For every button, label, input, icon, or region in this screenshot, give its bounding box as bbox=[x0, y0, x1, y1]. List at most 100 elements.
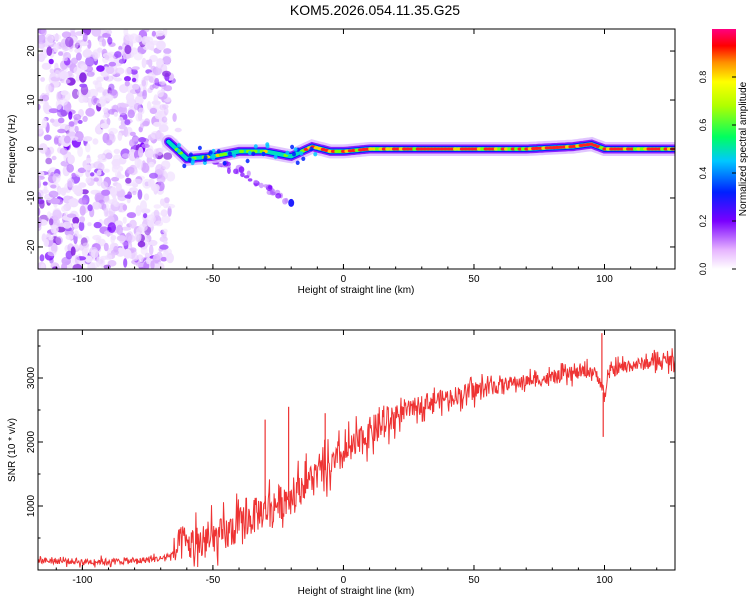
line-core bbox=[514, 147, 519, 151]
noise-blob bbox=[101, 189, 111, 196]
branch-blob bbox=[247, 178, 253, 182]
noise-blob bbox=[90, 249, 99, 259]
noise-blob bbox=[162, 228, 168, 234]
noise-blob bbox=[125, 177, 132, 184]
noise-blob bbox=[94, 80, 103, 91]
noise-blob bbox=[68, 121, 75, 127]
line-core bbox=[456, 147, 462, 151]
transition-blob bbox=[203, 155, 208, 160]
line-core bbox=[422, 147, 428, 151]
noise-blob bbox=[53, 43, 59, 53]
line-core bbox=[487, 147, 492, 151]
noise-blob bbox=[44, 33, 54, 45]
noise-blob bbox=[116, 235, 126, 242]
noise-blob bbox=[161, 215, 171, 224]
transition-blob bbox=[290, 144, 295, 150]
noise-blob bbox=[102, 114, 108, 119]
noise-blob bbox=[102, 107, 108, 113]
noise-blob bbox=[112, 193, 117, 199]
noise-blob bbox=[68, 136, 79, 141]
transition-blob bbox=[216, 149, 221, 154]
transition-blob bbox=[176, 143, 181, 148]
branch-blob bbox=[253, 179, 259, 184]
transition-blob bbox=[247, 150, 252, 156]
spec-xtick-label: -50 bbox=[206, 274, 221, 285]
snr-ytick-label: 3000 bbox=[26, 366, 37, 389]
noise-blob bbox=[52, 173, 61, 184]
noise-blob bbox=[38, 125, 44, 134]
noise-blob bbox=[149, 172, 158, 179]
noise-blob bbox=[122, 241, 129, 246]
line-core bbox=[392, 147, 397, 151]
noise-blob bbox=[143, 29, 150, 33]
noise-blob bbox=[132, 83, 140, 90]
noise-blob bbox=[161, 116, 168, 123]
noise-blob bbox=[50, 224, 59, 234]
noise-blob bbox=[38, 103, 41, 111]
noise-blob bbox=[122, 216, 127, 224]
snr-xlabel: Height of straight line (km) bbox=[298, 586, 415, 597]
line-core bbox=[548, 146, 553, 150]
noise-blob bbox=[87, 39, 92, 49]
noise-blob bbox=[77, 146, 83, 158]
noise-blob bbox=[50, 118, 55, 123]
branch-blob bbox=[233, 168, 239, 175]
noise-blob bbox=[105, 254, 113, 261]
noise-blob bbox=[129, 47, 138, 55]
line-core bbox=[490, 147, 496, 151]
spectrogram-content bbox=[38, 29, 675, 269]
line-core bbox=[626, 147, 631, 151]
noise-blob bbox=[141, 57, 147, 69]
noise-blob bbox=[48, 235, 54, 241]
noise-blob bbox=[162, 70, 171, 77]
noise-blob bbox=[155, 147, 164, 156]
noise-blob bbox=[40, 77, 45, 82]
branch-blob bbox=[258, 182, 264, 189]
branch-tip bbox=[288, 198, 295, 207]
spectrogram-ylabel: Frequency (Hz) bbox=[7, 115, 18, 184]
transition-blob bbox=[197, 145, 202, 151]
line-core bbox=[639, 147, 645, 151]
transition-blob bbox=[251, 151, 256, 156]
line-core bbox=[402, 147, 407, 151]
colorbar: 0.0 0.2 0.4 0.6 0.8 Normalized spectral ampl… bbox=[698, 29, 749, 275]
noise-blob bbox=[90, 172, 95, 177]
noise-blob bbox=[103, 207, 109, 217]
noise-blob bbox=[143, 75, 152, 81]
noise-blob bbox=[48, 58, 54, 65]
noise-blob bbox=[163, 107, 169, 116]
noise-blob bbox=[54, 69, 60, 79]
line-core bbox=[510, 147, 516, 151]
transition-blob bbox=[295, 160, 300, 165]
spec-ytick-label: 10 bbox=[26, 94, 37, 106]
noise-blob bbox=[41, 117, 48, 129]
line-core bbox=[388, 147, 394, 151]
line-core bbox=[415, 147, 421, 151]
noise-blob bbox=[109, 89, 118, 96]
noise-blob bbox=[58, 137, 65, 144]
line-core bbox=[439, 147, 445, 151]
noise-blob bbox=[123, 127, 129, 137]
noise-blob bbox=[97, 238, 106, 247]
transition-blob bbox=[285, 150, 290, 155]
noise-blob bbox=[153, 204, 162, 209]
line-core bbox=[473, 147, 479, 151]
spec-ytick-label: -10 bbox=[26, 190, 37, 205]
noise-blob bbox=[40, 263, 46, 269]
noise-blob bbox=[141, 79, 147, 87]
noise-blob bbox=[38, 53, 46, 62]
noise-blob bbox=[106, 29, 113, 35]
line-core bbox=[470, 147, 475, 151]
noise-blob bbox=[151, 100, 161, 105]
line-core bbox=[368, 147, 373, 151]
noise-blob bbox=[38, 176, 41, 184]
snr-ytick-label: 2000 bbox=[26, 430, 37, 453]
noise-blob bbox=[85, 107, 95, 117]
noise-blob bbox=[107, 199, 118, 205]
line-core bbox=[239, 149, 245, 153]
noise-blob bbox=[133, 52, 143, 61]
snr-content bbox=[38, 333, 675, 568]
noise-blob bbox=[48, 190, 59, 198]
line-core bbox=[605, 147, 611, 151]
